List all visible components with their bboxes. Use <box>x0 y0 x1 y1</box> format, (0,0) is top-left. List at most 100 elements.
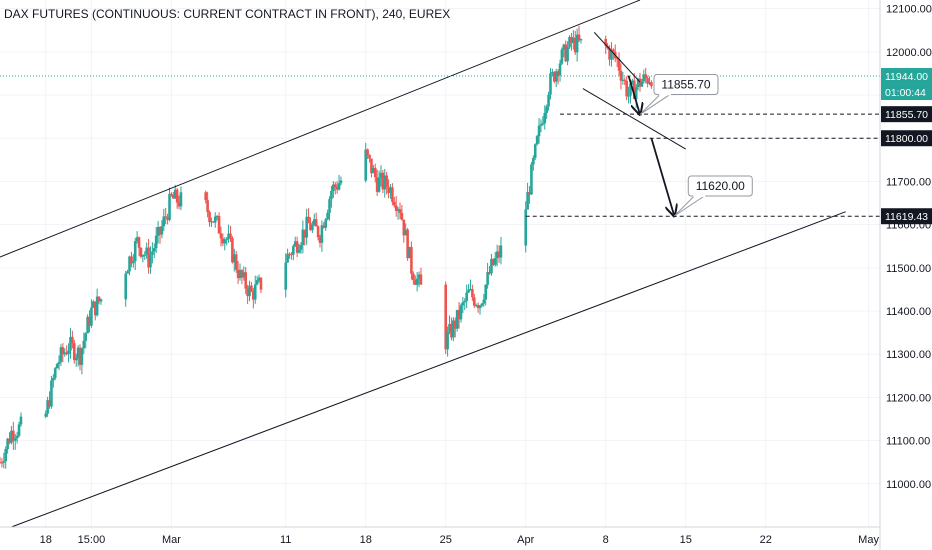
candle-down <box>608 48 611 60</box>
candle-down <box>476 305 480 309</box>
candle-up <box>4 449 8 462</box>
candle-down <box>229 233 232 239</box>
candle-up <box>474 305 478 307</box>
candle-up <box>6 438 9 450</box>
candle-down <box>492 258 495 265</box>
candle-up <box>389 187 392 193</box>
candle-down <box>335 186 339 190</box>
candle-down <box>97 296 101 302</box>
candle-down <box>615 58 619 60</box>
candle-up <box>301 229 305 246</box>
y-tick-label: 11500.00 <box>886 263 931 275</box>
candle-down <box>318 237 322 243</box>
callout-11620-pointer <box>673 195 706 217</box>
candle-down <box>333 184 337 187</box>
candle-down <box>288 253 291 255</box>
candle-up <box>446 332 449 350</box>
candle-down <box>623 79 627 81</box>
candle-down <box>625 80 628 97</box>
candle-up <box>455 309 459 329</box>
candle-down <box>366 149 369 155</box>
candle-up <box>55 363 59 369</box>
candle-down <box>410 246 413 274</box>
candle-down <box>231 238 234 263</box>
candle-down <box>236 269 240 279</box>
candle-up <box>558 63 562 76</box>
candle-up <box>284 262 288 290</box>
y-tick-label: 11400.00 <box>886 306 931 318</box>
candle-up <box>532 157 535 165</box>
candle-down <box>617 59 621 71</box>
candle-up <box>149 254 152 268</box>
candle-down <box>444 284 448 350</box>
level-badge-bg <box>881 208 932 225</box>
candle-up <box>634 87 638 100</box>
candle-up <box>383 175 387 190</box>
candle-up <box>227 233 230 240</box>
candle-up <box>82 340 86 349</box>
candle-up <box>17 424 21 436</box>
candle-down <box>391 187 394 202</box>
candle-up <box>297 249 301 253</box>
candle-down <box>212 221 215 223</box>
candle-up <box>57 361 61 364</box>
candle-down <box>303 229 307 238</box>
candle-up <box>124 273 128 300</box>
candle-up <box>59 347 63 362</box>
candle-up <box>642 74 646 82</box>
x-tick-label: 11 <box>280 534 291 546</box>
candle-down <box>375 177 379 192</box>
candle-up <box>86 316 89 334</box>
candle-up <box>482 299 486 304</box>
candle-down <box>573 37 577 53</box>
candle-up <box>67 350 70 355</box>
candle-down <box>240 270 244 278</box>
candle-down <box>632 80 636 100</box>
candle-up <box>232 254 236 263</box>
wedge-top <box>593 32 641 83</box>
candle-up <box>396 209 400 211</box>
candle-down <box>48 400 51 407</box>
candle-up <box>151 251 154 255</box>
candle-up <box>99 299 103 302</box>
candle-up <box>478 305 482 309</box>
candle-down <box>71 336 74 344</box>
candle-up <box>648 82 651 84</box>
candle-up <box>636 78 640 88</box>
candle-up <box>312 219 316 225</box>
candle-down <box>177 202 181 207</box>
candle-down <box>412 273 415 281</box>
candle-up <box>53 368 57 378</box>
candle-down <box>457 309 461 320</box>
callout-11855-label: 11855.70 <box>661 77 710 91</box>
candle-up <box>480 303 484 306</box>
candle-up <box>286 253 289 263</box>
candle-down <box>8 438 11 443</box>
candle-up <box>320 225 324 243</box>
candle-down <box>12 430 15 441</box>
candle-down <box>137 237 141 248</box>
candle-down <box>488 271 491 274</box>
candle-up <box>484 284 488 300</box>
candle-up <box>46 400 49 414</box>
candle-up <box>621 79 625 81</box>
candle-up <box>575 34 579 53</box>
x-tick-label: 25 <box>440 534 452 546</box>
candle-up <box>537 125 541 137</box>
candle-down <box>93 301 97 316</box>
candle-up <box>156 227 160 236</box>
candle-down <box>497 251 501 258</box>
candle-up <box>524 209 528 246</box>
candle-up <box>337 183 341 190</box>
candle-up <box>572 37 575 43</box>
candle-up <box>44 413 48 417</box>
x-tick-label: Apr <box>517 534 534 546</box>
candle-up <box>311 224 314 231</box>
price-levels <box>0 75 880 217</box>
candle-up <box>539 124 543 126</box>
y-tick-label: 12000.00 <box>886 47 932 59</box>
candle-down <box>244 272 248 289</box>
candle-down <box>206 200 209 213</box>
candle-down <box>307 216 310 224</box>
